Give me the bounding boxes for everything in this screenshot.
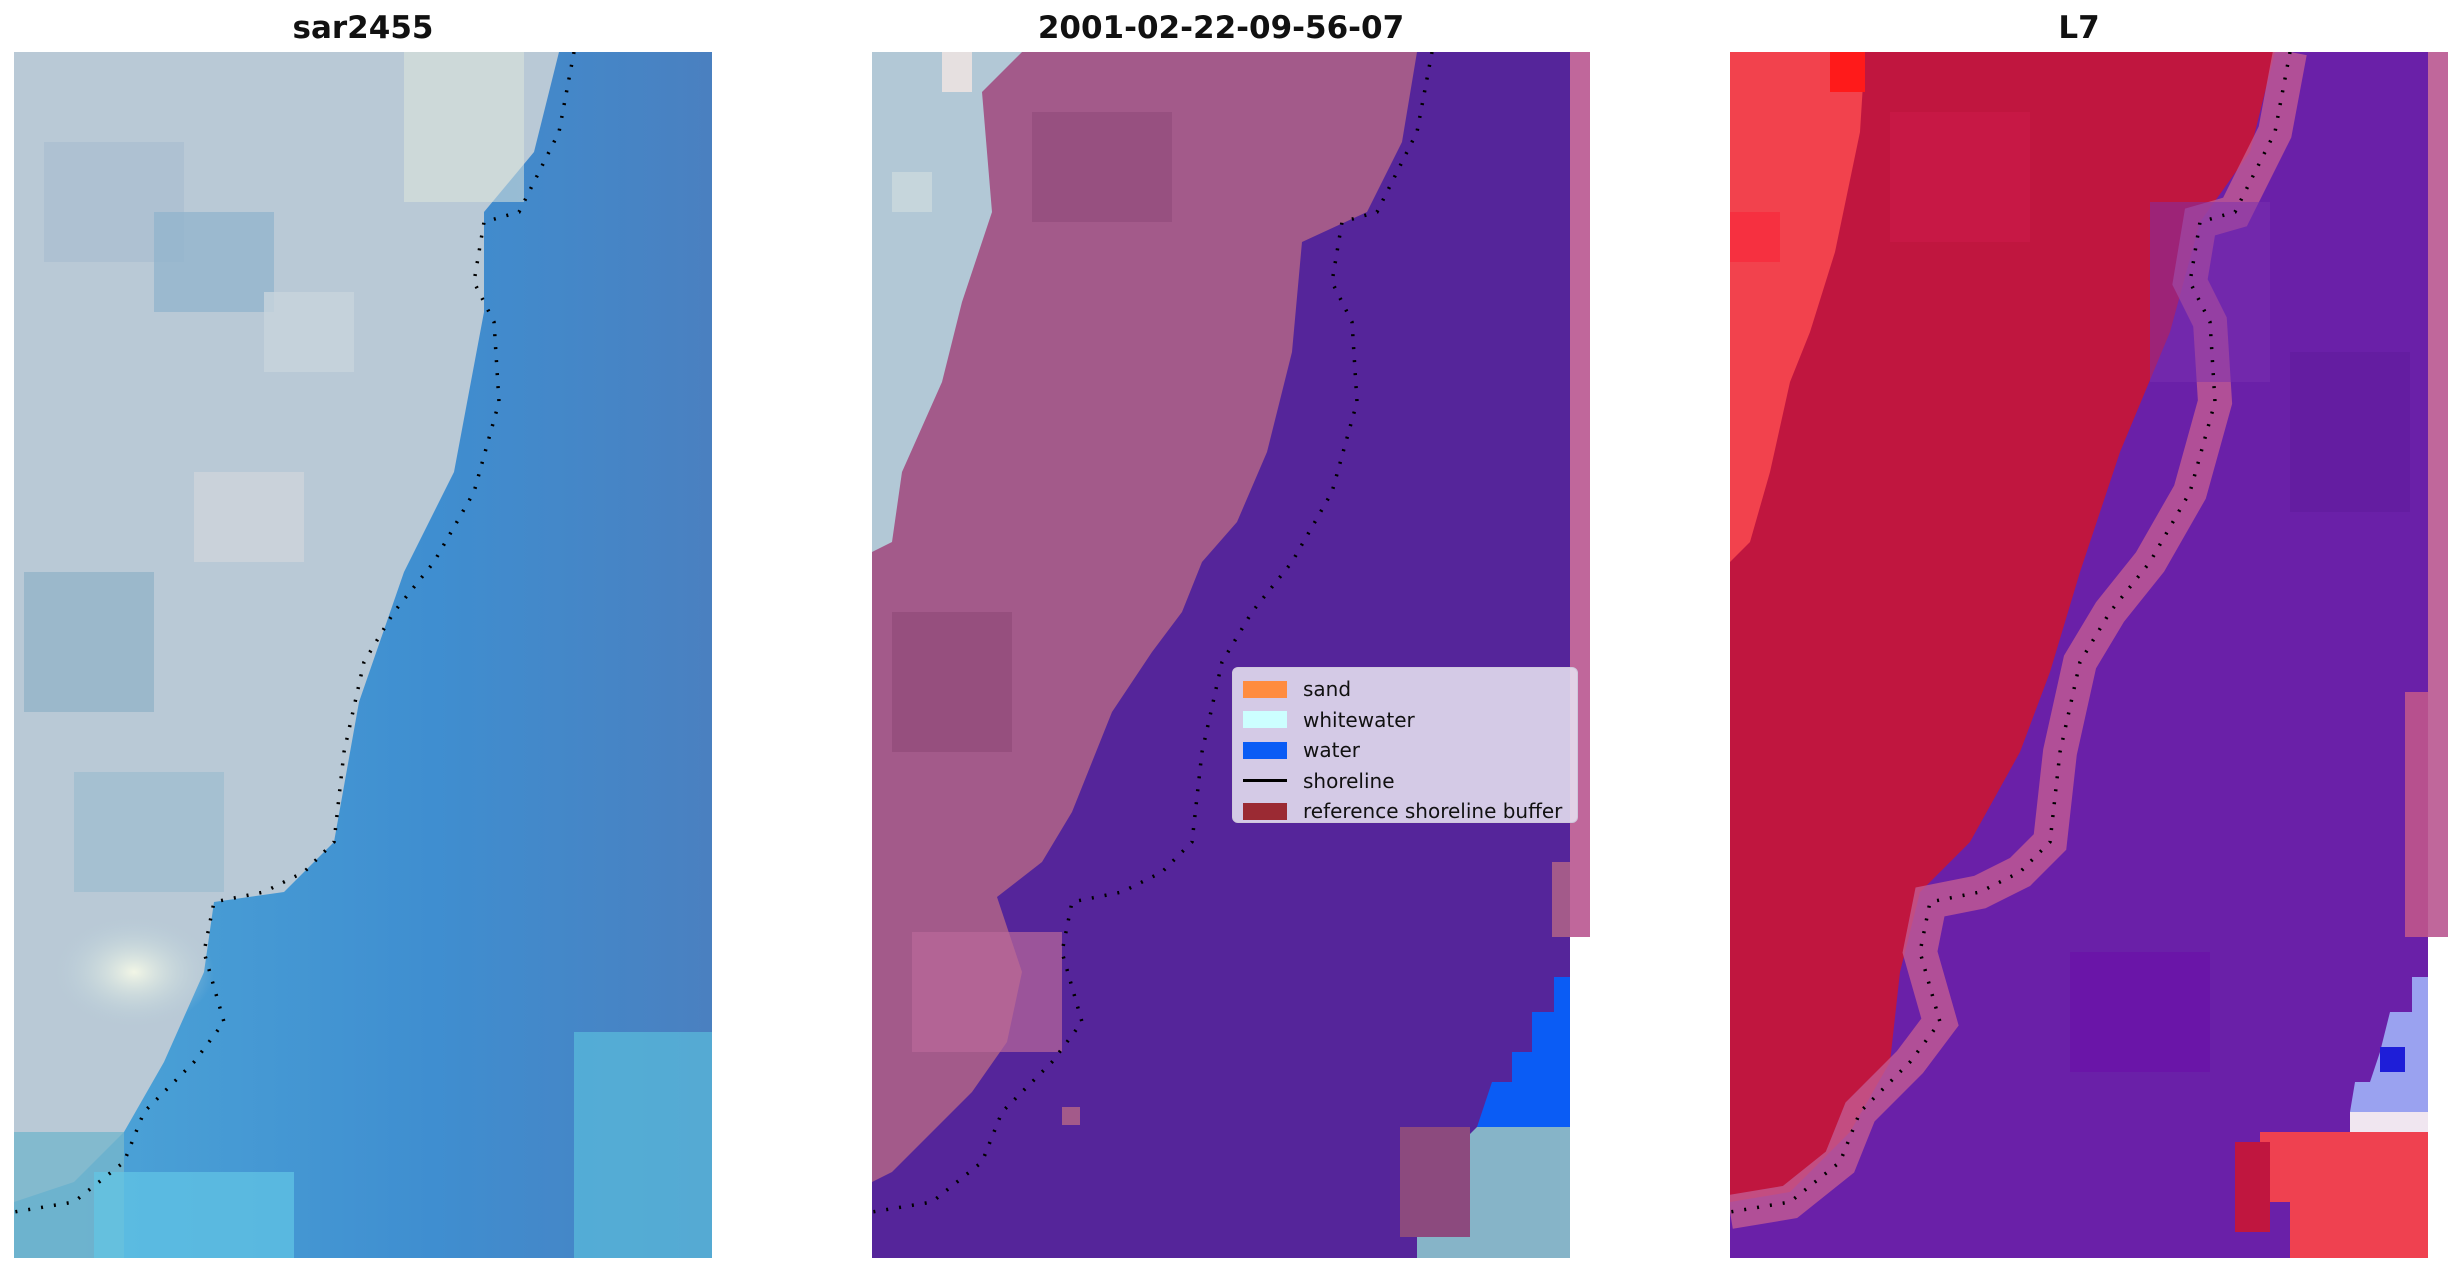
legend-label-whitewater: whitewater xyxy=(1303,707,1415,732)
index-buffer-strip xyxy=(2428,52,2448,937)
index-land-area xyxy=(1730,52,2275,1202)
index-water-blue-patch xyxy=(2350,977,2428,1112)
index-shoreline xyxy=(1730,52,2292,1214)
legend-label-shoreline: shoreline xyxy=(1303,768,1395,793)
rgb-land-area xyxy=(14,52,559,1202)
legend-item-shoreline: shoreline xyxy=(1243,766,1567,797)
reference-buffer-swatch xyxy=(1243,802,1287,820)
legend-item-sand: sand xyxy=(1243,674,1567,705)
legend-item-reference-buffer: reference shoreline buffer xyxy=(1243,796,1567,827)
classified-shoreline xyxy=(872,52,1434,1214)
sand-swatch xyxy=(1243,680,1287,698)
legend-item-water: water xyxy=(1243,735,1567,766)
rgb-shoreline xyxy=(14,52,576,1214)
legend-item-whitewater: whitewater xyxy=(1243,705,1567,736)
panel-title-rgb: sar2455 xyxy=(292,10,434,46)
classified-water-class xyxy=(1477,977,1570,1127)
rgb-image-panel xyxy=(14,52,712,1258)
water-swatch xyxy=(1243,741,1287,759)
panel-title-classified: 2001-02-22-09-56-07 xyxy=(1037,10,1405,46)
index-corner-land xyxy=(2260,1132,2428,1258)
shoreline-line-swatch xyxy=(1243,779,1287,783)
panel-title-index: L7 xyxy=(2058,10,2100,46)
legend-label-reference-buffer: reference shoreline buffer xyxy=(1303,799,1563,824)
index-image-panel xyxy=(1730,52,2450,1258)
legend-label-water: water xyxy=(1303,738,1360,763)
classified-image-panel xyxy=(872,52,1592,1258)
index-high-value-area xyxy=(1730,52,1865,562)
rgb-whitewater-patch xyxy=(54,917,214,1027)
legend: sand whitewater water shoreline referenc… xyxy=(1232,667,1578,823)
legend-label-sand: sand xyxy=(1303,677,1352,702)
classified-land-area xyxy=(872,52,1417,1182)
whitewater-swatch xyxy=(1243,711,1287,729)
